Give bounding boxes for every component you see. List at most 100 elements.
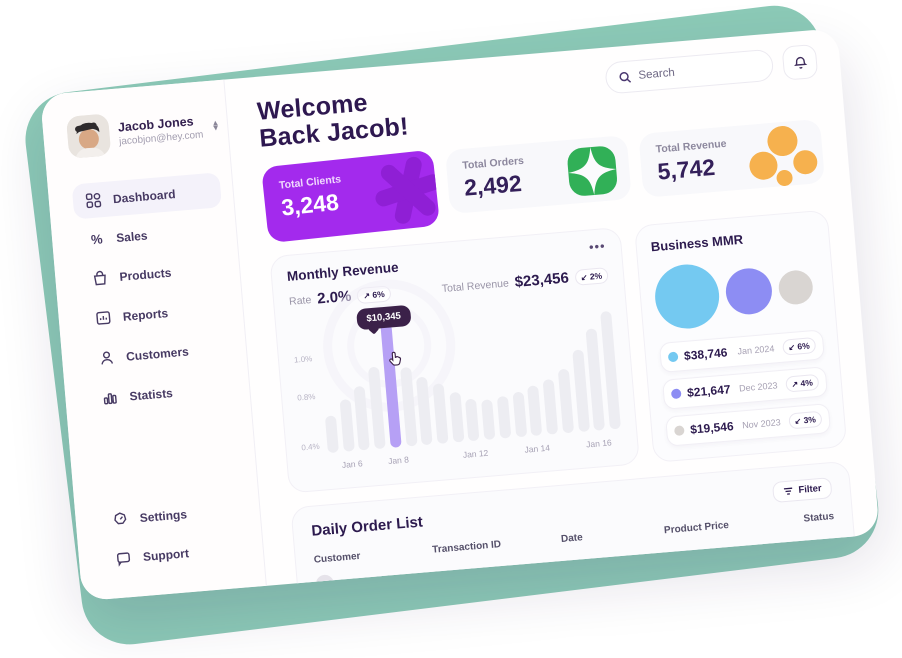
revenue-bar[interactable]: [512, 391, 527, 438]
revenue-bar[interactable]: [368, 366, 386, 450]
x-tick: Jan 16: [585, 437, 613, 450]
stat-card-total-revenue: Total Revenue 5,742: [638, 118, 826, 198]
report-icon: [96, 311, 111, 325]
sidebar-item-label: Sales: [115, 228, 149, 245]
orders-star-logo: [567, 146, 618, 196]
legend-dot-purple: [670, 388, 682, 400]
revenue-chart: 1.0% 0.8% 0.4% $10,345 Jan 6: [292, 274, 623, 473]
bubble-gray: [777, 269, 815, 306]
chart-plot-area: $10,345 Jan 6 Jan 8 Jan 12 Jan 14 Jan 16: [317, 274, 623, 471]
revenue-bar[interactable]: [432, 383, 449, 444]
revenue-bar[interactable]: [481, 399, 496, 441]
mmr-value: $19,546: [689, 419, 735, 437]
sidebar-item-dashboard[interactable]: Dashboard: [71, 172, 223, 220]
revenue-bar[interactable]: [399, 366, 418, 447]
avatar: [65, 113, 112, 159]
mmr-date: Jan 2024: [737, 343, 775, 357]
sidebar-item-products[interactable]: Products: [78, 250, 228, 297]
legend-dot-gray: [673, 425, 685, 437]
sidebar-item-customers[interactable]: Customers: [85, 330, 235, 377]
main-content: Welcome Back Jacob! Total Clients 3,248: [224, 28, 879, 602]
mmr-row: $38,746 Jan 2024 ↙ 6%: [658, 329, 825, 373]
bar-chart-icon: [103, 393, 117, 405]
mmr-row: $19,546 Nov 2023 ↙ 3%: [665, 403, 832, 447]
search-bar[interactable]: [604, 48, 775, 95]
dashboard-window: Jacob Jones jacobjon@hey.com ▲ ▼ Dashboar…: [40, 28, 880, 602]
filter-button[interactable]: Filter: [771, 477, 833, 504]
mmr-value: $21,647: [686, 382, 732, 400]
daily-order-list-card: Daily Order List Filter Customer Transac…: [290, 460, 857, 602]
card-title: Business MMR: [650, 231, 744, 255]
y-tick: 1.0%: [293, 354, 313, 365]
content-row: Monthly Revenue ••• Rate 2.0% ↗ 6% Total…: [269, 209, 848, 494]
bag-icon: [93, 270, 106, 286]
monthly-revenue-card: Monthly Revenue ••• Rate 2.0% ↗ 6% Total…: [269, 226, 640, 494]
mmr-bubbles: [652, 254, 822, 332]
rate-label: Rate: [288, 293, 312, 308]
stats-row: Total Clients 3,248 Total Orders 2,492 T…: [261, 118, 826, 244]
legend-dot-blue: [667, 351, 679, 363]
bubble-blue: [652, 261, 722, 332]
x-tick: Jan 12: [462, 447, 489, 460]
revenue-bar[interactable]: [416, 376, 433, 446]
sidebar-item-support[interactable]: Support: [102, 530, 252, 577]
chat-icon: [116, 552, 131, 567]
mmr-change-badge: ↙ 6%: [781, 337, 817, 356]
percent-icon: %: [90, 231, 104, 248]
mmr-date: Nov 2023: [741, 417, 782, 431]
mmr-date: Dec 2023: [738, 380, 778, 394]
revenue-bar[interactable]: [339, 399, 355, 452]
sidebar-footer: Settings Support: [98, 491, 252, 581]
y-tick: 0.8%: [296, 392, 316, 403]
notifications-button[interactable]: [781, 43, 819, 81]
search-input[interactable]: [637, 60, 749, 82]
more-options-icon[interactable]: •••: [588, 238, 607, 255]
topbar: [604, 43, 819, 96]
mmr-change-badge: ↗ 4%: [784, 373, 820, 393]
column-status: Status: [803, 511, 835, 525]
profile-menu[interactable]: Jacob Jones jacobjon@hey.com ▲ ▼: [65, 105, 220, 159]
total-revenue-value: $23,456: [514, 269, 570, 291]
stat-card-total-clients: Total Clients 3,248: [261, 149, 441, 244]
revenue-bar[interactable]: [496, 395, 512, 439]
revenue-bar[interactable]: [557, 368, 574, 434]
sidebar-item-settings[interactable]: Settings: [98, 491, 248, 538]
bell-icon: [793, 56, 807, 69]
revenue-bar[interactable]: [465, 398, 480, 442]
sidebar-item-reports[interactable]: Reports: [81, 290, 231, 337]
revenue-bar[interactable]: [542, 379, 559, 435]
revenue-bar[interactable]: [449, 392, 465, 443]
mmr-change-badge: ↙ 3%: [787, 410, 823, 430]
sidebar-item-label: Customers: [125, 343, 190, 364]
chevron-updown-icon[interactable]: ▲ ▼: [211, 118, 221, 133]
column-customer: Customer: [313, 550, 361, 566]
x-tick: Jan 14: [524, 442, 551, 455]
revenue-bar[interactable]: [353, 385, 371, 451]
revenue-bar[interactable]: [527, 385, 543, 437]
column-product-price: Product Price: [663, 519, 730, 537]
x-tick: Jan 6: [341, 458, 363, 471]
asterisk-decoration: [375, 156, 441, 224]
column-date: Date: [560, 532, 584, 545]
sidebar-item-sales[interactable]: % Sales: [75, 212, 225, 257]
column-transaction-id: Transaction ID: [431, 539, 502, 556]
sidebar-item-statists[interactable]: Statists: [88, 370, 238, 417]
sidebar-item-label: Reports: [122, 305, 169, 324]
sidebar-item-label: Support: [142, 545, 190, 564]
filter-icon: [783, 487, 792, 495]
total-change-badge: ↙ 2%: [574, 266, 609, 286]
sidebar-item-label: Dashboard: [112, 186, 176, 206]
user-icon: [101, 351, 114, 365]
mmr-value: $38,746: [683, 345, 728, 363]
sidebar: Jacob Jones jacobjon@hey.com ▲ ▼ Dashboar…: [40, 79, 267, 602]
revenue-bar[interactable]: [571, 349, 590, 433]
hand-cursor-icon: [388, 351, 401, 366]
grid-icon: [85, 192, 102, 209]
search-icon: [619, 71, 632, 83]
bubble-purple: [724, 266, 774, 317]
x-tick: Jan 8: [387, 454, 410, 467]
revenue-bar[interactable]: [324, 415, 339, 454]
y-tick: 0.4%: [301, 441, 320, 453]
card-title: Daily Order List: [310, 513, 424, 540]
